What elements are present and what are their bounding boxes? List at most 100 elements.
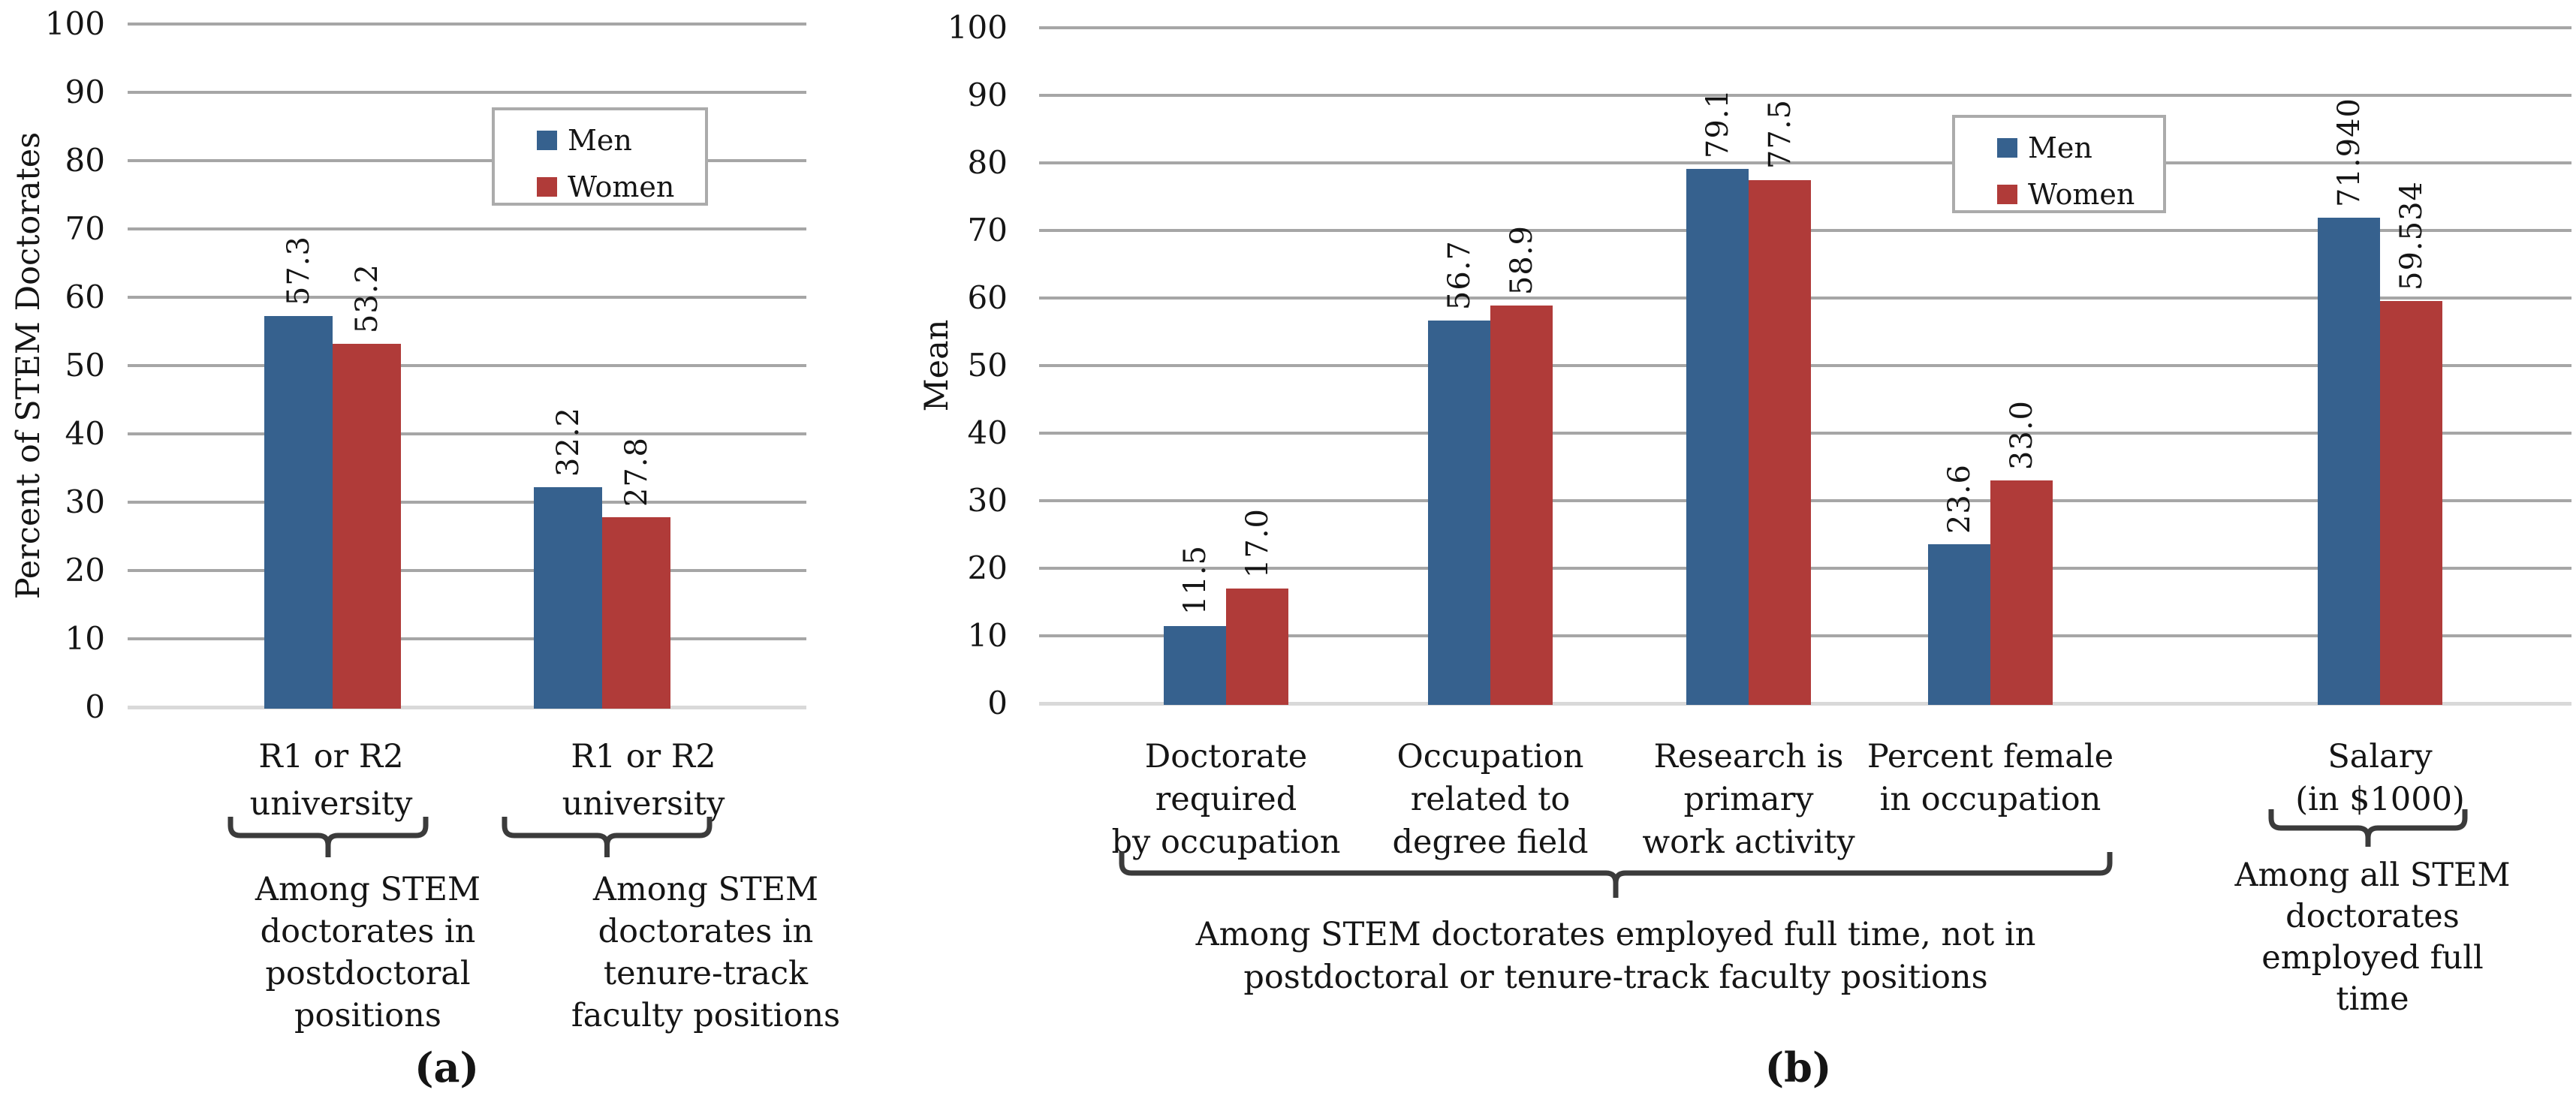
category-label: related to	[1410, 781, 1571, 818]
value-label: 58.9	[1504, 224, 1539, 295]
category-label: work activity	[1642, 823, 1855, 861]
value-label: 56.7	[1442, 239, 1477, 310]
y-tick-label: 60	[967, 279, 1008, 316]
gridline	[128, 501, 806, 504]
brace-annotation-text: tenure-track	[603, 955, 809, 992]
category-label: required	[1155, 781, 1297, 818]
brace-annotation-text: positions	[294, 997, 441, 1034]
gridline	[1039, 94, 2571, 97]
y-tick-label: 40	[65, 415, 105, 452]
brace-annotation-text: Among all STEM	[2234, 857, 2511, 894]
y-tick-label: 30	[967, 482, 1008, 519]
men-swatch-icon	[1997, 138, 2017, 158]
category-label: R1 or R2	[571, 738, 716, 775]
brace-annotation-text: postdoctoral	[265, 955, 471, 992]
bar-women	[1749, 179, 1811, 705]
gridline	[1039, 26, 2571, 29]
men-swatch-icon	[537, 131, 557, 150]
brace-annotation-text: doctorates	[2285, 898, 2460, 935]
y-tick-label: 80	[65, 142, 105, 179]
bar-men	[534, 486, 602, 709]
category-label: (in $1000)	[2295, 781, 2465, 818]
brace-annotation-text: time	[2336, 980, 2409, 1018]
brace-annotation-text: doctorates in	[260, 913, 476, 950]
y-tick-label: 50	[967, 347, 1008, 384]
bar-men	[264, 315, 333, 709]
value-label: 77.5	[1762, 99, 1797, 170]
gridline	[1039, 161, 2571, 164]
value-label: 79.1	[1700, 89, 1735, 159]
legend-item-women: Women	[1997, 179, 2135, 209]
gridline	[128, 637, 806, 640]
bar-women	[1226, 589, 1288, 705]
value-label: 33.0	[2004, 399, 2039, 470]
gridline	[128, 91, 806, 94]
gridline	[128, 364, 806, 367]
gridline	[128, 227, 806, 230]
bar-women	[333, 343, 401, 709]
y-tick-label: 20	[967, 549, 1008, 586]
legend-women-label: Women	[568, 170, 675, 203]
brace-annotation-text: Among STEM	[255, 871, 481, 908]
y-tick-label: 50	[65, 347, 105, 384]
legend-women-label: Women	[2028, 178, 2135, 211]
gridline	[128, 159, 806, 162]
category-label: Salary	[2327, 738, 2433, 775]
brace-annotation-text: doctorates in	[598, 913, 814, 950]
gridline	[128, 296, 806, 299]
legend-men-label: Men	[2028, 131, 2092, 164]
y-tick-label: 0	[85, 688, 105, 725]
women-swatch-icon	[1997, 185, 2017, 204]
y-tick-label: 70	[967, 212, 1008, 248]
legend-b: Men Women	[1952, 115, 2166, 213]
bar-women	[1990, 480, 2053, 705]
gridline	[128, 23, 806, 26]
legend-item-men: Men	[1997, 133, 2092, 163]
brace-annotation-text: Among STEM doctorates employed full time…	[1195, 916, 2036, 953]
category-label: in occupation	[1879, 781, 2101, 818]
gridline	[128, 569, 806, 572]
y-tick-label: 70	[65, 210, 105, 247]
y-tick-label: 100	[947, 9, 1008, 46]
bar-men	[1686, 169, 1749, 705]
value-label: 11.5	[1177, 545, 1213, 616]
value-label: 71.940	[2331, 97, 2367, 207]
y-tick-label: 30	[65, 483, 105, 520]
y-tick-label: 10	[967, 617, 1008, 654]
x-axis-line	[128, 706, 806, 709]
y-tick-label: 20	[65, 552, 105, 589]
bar-men	[1928, 543, 1990, 705]
category-label: Occupation	[1396, 738, 1584, 775]
bar-men	[1428, 320, 1490, 705]
y-tick-label: 90	[65, 74, 105, 110]
category-label: primary	[1683, 781, 1814, 818]
legend-item-women: Women	[537, 172, 674, 202]
value-label: 59.534	[2394, 181, 2429, 291]
gridline	[128, 432, 806, 435]
brace-annotation-text: faculty positions	[571, 997, 841, 1034]
y-tick-label: 80	[967, 144, 1008, 181]
brace-annotation-text: postdoctoral or tenure-track faculty pos…	[1243, 959, 1988, 996]
category-label: R1 or R2	[258, 738, 404, 775]
value-label: 23.6	[1942, 463, 1977, 534]
bar-men	[1164, 625, 1226, 705]
bar-men	[2318, 217, 2380, 705]
brace-annotation-text: employed full	[2261, 939, 2484, 977]
panel-letter: (b)	[1764, 1043, 1832, 1091]
y-tick-label: 60	[65, 279, 105, 315]
y-tick-label: 40	[967, 414, 1008, 451]
bar-women	[602, 517, 670, 709]
category-label: Doctorate	[1144, 738, 1308, 775]
panel-letter: (a)	[414, 1043, 480, 1091]
category-label: Research is	[1653, 738, 1844, 775]
category-label: Percent female	[1866, 738, 2114, 775]
women-swatch-icon	[537, 177, 557, 197]
legend-item-men: Men	[537, 125, 632, 155]
category-label: university	[562, 785, 725, 823]
category-label: university	[249, 785, 413, 823]
y-tick-label: 0	[987, 685, 1008, 721]
legend-men-label: Men	[568, 124, 632, 157]
